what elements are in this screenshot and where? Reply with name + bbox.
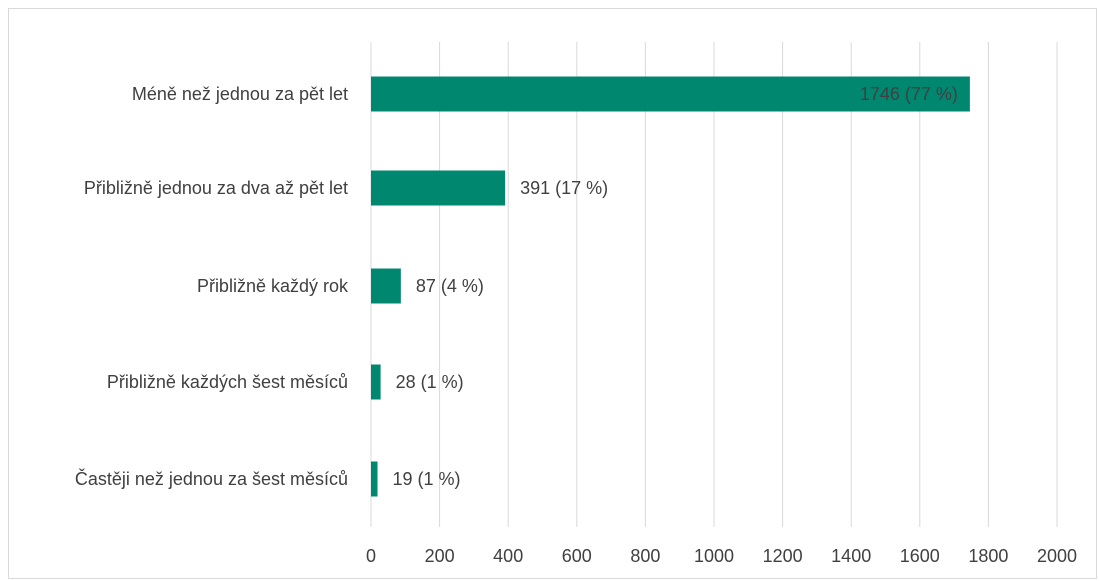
- bar: [371, 269, 401, 304]
- x-tick-label: 1400: [831, 546, 871, 566]
- x-tick-label: 0: [366, 546, 376, 566]
- data-label: 391 (17 %): [520, 178, 608, 198]
- x-tick-label: 800: [630, 546, 660, 566]
- x-tick-label: 1600: [900, 546, 940, 566]
- data-label: 19 (1 %): [393, 469, 461, 489]
- x-tick-label: 2000: [1037, 546, 1077, 566]
- category-label: Přibližně každých šest měsíců: [107, 372, 348, 392]
- category-label: Přibližně každý rok: [197, 276, 349, 296]
- data-label: 1746 (77 %): [860, 84, 958, 104]
- x-tick-label: 200: [425, 546, 455, 566]
- category-label: Přibližně jednou za dva až pět let: [84, 178, 348, 198]
- bar: [371, 462, 378, 497]
- x-tick-label: 400: [493, 546, 523, 566]
- x-tick-label: 1800: [968, 546, 1008, 566]
- bar: [371, 171, 505, 206]
- bar: [371, 365, 381, 400]
- data-label: 87 (4 %): [416, 276, 484, 296]
- x-tick-label: 600: [562, 546, 592, 566]
- x-tick-label: 1200: [763, 546, 803, 566]
- category-label: Častěji než jednou za šest měsíců: [75, 468, 348, 489]
- category-label: Méně než jednou za pět let: [132, 84, 348, 104]
- data-label: 28 (1 %): [396, 372, 464, 392]
- x-tick-label: 1000: [694, 546, 734, 566]
